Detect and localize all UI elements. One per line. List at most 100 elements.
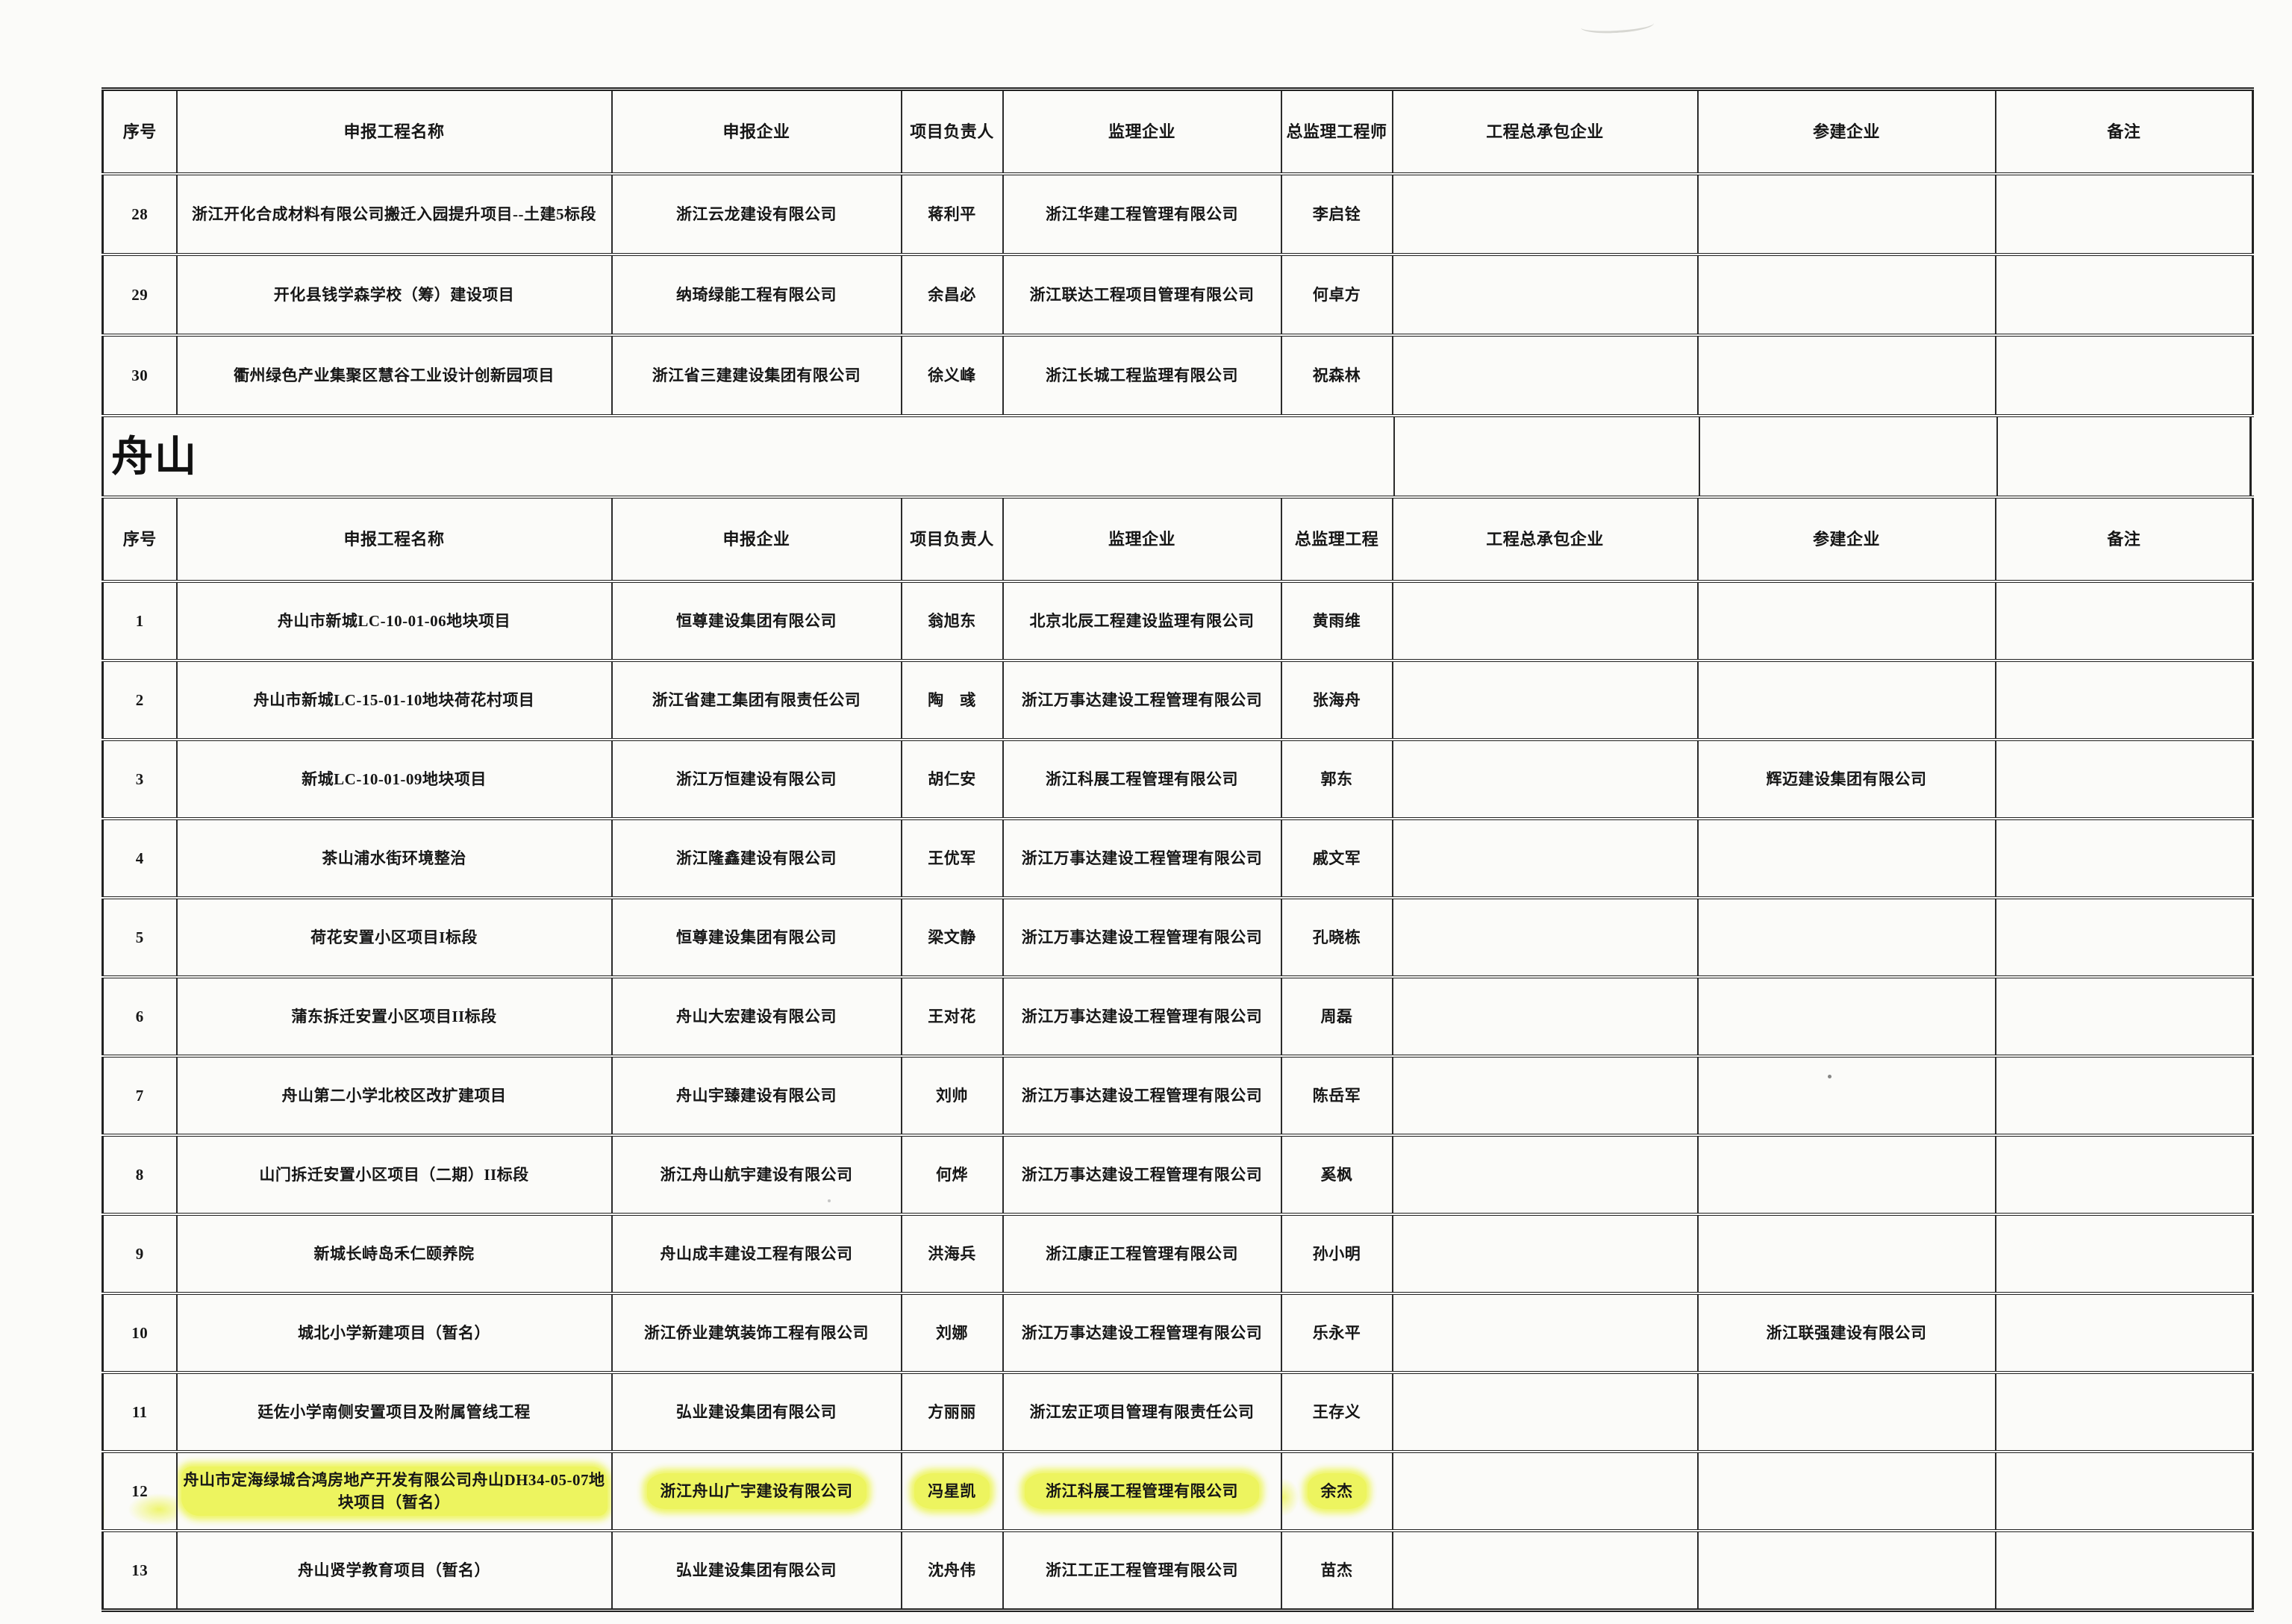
cell-value: 蒲东拆迁安置小区项目II标段 (291, 1007, 497, 1025)
cell-value: 浙江云龙建设有限公司 (676, 204, 837, 223)
cell-value: 浙江舟山广宇建设有限公司 (646, 1472, 866, 1510)
cell-value: 浙江万事达建设工程管理有限公司 (1021, 928, 1263, 946)
cell-value: 浙江华建工程管理有限公司 (1046, 204, 1238, 223)
cell-value: 恒尊建设集团有限公司 (676, 928, 837, 946)
cell-value: 浙江省三建建设集团有限公司 (652, 366, 861, 384)
cell-remark (1995, 254, 2253, 337)
cell-applicant: 浙江省建工集团有限责任公司 (611, 660, 902, 741)
cell-value: 浙江舟山航宇建设有限公司 (660, 1165, 853, 1184)
cell-manager: 刘帅 (901, 1056, 1004, 1137)
cell-value: 祝森林 (1312, 366, 1361, 384)
cell-value: 沈舟伟 (928, 1561, 976, 1579)
cell-chief: 李启铨 (1281, 174, 1393, 256)
cell-value: 浙江联达工程项目管理有限公司 (1029, 285, 1255, 304)
table-row: 29 开化县钱学森学校（筹）建设项目 纳琦绿能工程有限公司 余昌必 浙江联达工程项目管理… (102, 254, 2253, 337)
table-row: 8 山门拆迁安置小区项目（二期）II标段 浙江舟山航宇建设有限公司 何烨 浙江万事达建设… (102, 1135, 2253, 1216)
cell-contractor (1392, 254, 1699, 337)
cell-supervisor: 浙江万事达建设工程管理有限公司 (1002, 1056, 1282, 1137)
cell-value: 洪海兵 (928, 1244, 976, 1263)
cell-manager: 冯星凯 (901, 1452, 1004, 1532)
cell-participants (1697, 254, 1996, 337)
cell-applicant: 恒尊建设集团有限公司 (611, 898, 902, 978)
cell-supervisor: 浙江康正工程管理有限公司 (1002, 1214, 1282, 1295)
cell-value: 29 (131, 285, 149, 304)
cell-value: 新城LC-10-01-09地块项目 (302, 769, 487, 788)
cell-participants (1697, 335, 1996, 417)
cell-value: 何烨 (936, 1165, 968, 1184)
header-serial-number: 序号 (102, 497, 178, 583)
cell-remark (1995, 335, 2253, 417)
cell-value: 王对花 (928, 1007, 976, 1025)
cell-remark (1995, 740, 2253, 820)
cell-supervisor: 浙江联达工程项目管理有限公司 (1002, 254, 1282, 337)
cell-value: 浙江长城工程监理有限公司 (1046, 366, 1238, 384)
cell-value: 荷花安置小区项目I标段 (310, 928, 478, 946)
cell-value: 奚枫 (1320, 1165, 1353, 1184)
cell-chief: 陈岳军 (1281, 1056, 1393, 1137)
cell-remark (1995, 898, 2253, 978)
cell-manager: 翁旭东 (901, 581, 1004, 662)
cell-contractor (1392, 819, 1699, 899)
table-row: 30 衢州绿色产业集聚区慧谷工业设计创新园项目 浙江省三建建设集团有限公司 徐义峰 浙江… (102, 335, 2253, 417)
cell-value: 13 (131, 1561, 149, 1579)
cell-value: 冯星凯 (914, 1472, 990, 1510)
cell-participants (1697, 819, 1996, 899)
cell-value: 浙江开化合成材料有限公司搬迁入园提升项目--土建5标段 (192, 204, 596, 223)
table-row: 11 廷佐小学南侧安置项目及附属管线工程 弘业建设集团有限公司 方丽丽 浙江宏正项目管理… (102, 1372, 2253, 1453)
cell-remark (1995, 581, 2253, 662)
cell-no: 5 (102, 898, 178, 978)
cell-value: 浙江省建工集团有限责任公司 (652, 690, 861, 709)
cell-value: 陈岳军 (1312, 1086, 1361, 1105)
cell-value: 王存义 (1312, 1402, 1361, 1421)
band-cell-contractor (1393, 417, 1700, 496)
cell-manager: 陶 彧 (901, 660, 1004, 741)
table-row: 13 舟山贤学教育项目（暂名） 弘业建设集团有限公司 沈舟伟 浙江工正工程管理有限公司 苗… (102, 1531, 2253, 1612)
cell-value: 7 (135, 1086, 144, 1105)
cell-value: 浙江侨业建筑装饰工程有限公司 (644, 1323, 869, 1342)
cell-supervisor: 浙江华建工程管理有限公司 (1002, 174, 1282, 256)
cell-project: 开化县钱学森学校（筹）建设项目 (176, 254, 613, 337)
header-project-name: 申报工程名称 (176, 89, 613, 175)
cell-value: 浙江科展工程管理有限公司 (1046, 769, 1238, 788)
cell-supervisor: 浙江万事达建设工程管理有限公司 (1002, 977, 1282, 1058)
cell-project: 舟山贤学教育项目（暂名） (176, 1531, 613, 1612)
cell-value: 浙江宏正项目管理有限责任公司 (1029, 1402, 1255, 1421)
cell-value: 蒋利平 (928, 204, 976, 223)
cell-applicant: 弘业建设集团有限公司 (611, 1531, 902, 1612)
cell-remark (1995, 1293, 2253, 1374)
cell-value: 孔晓栋 (1312, 928, 1361, 946)
cell-chief: 张海舟 (1281, 660, 1393, 741)
cell-supervisor: 浙江工正工程管理有限公司 (1002, 1531, 1282, 1612)
cell-project: 荷花安置小区项目I标段 (176, 898, 613, 978)
cell-project: 浙江开化合成材料有限公司搬迁入园提升项目--土建5标段 (176, 174, 613, 256)
cell-chief: 王存义 (1281, 1372, 1393, 1453)
cell-contractor (1392, 660, 1699, 741)
cell-contractor (1392, 1452, 1699, 1532)
header-participating-company: 参建企业 (1697, 497, 1996, 583)
cell-project: 茶山浦水街环境整治 (176, 819, 613, 899)
cell-manager: 余昌必 (901, 254, 1004, 337)
cell-value: 浙江万事达建设工程管理有限公司 (1021, 849, 1263, 867)
cell-chief: 孙小明 (1281, 1214, 1393, 1295)
cell-chief: 余杰 (1281, 1452, 1393, 1532)
cell-contractor (1392, 174, 1699, 256)
cell-no: 8 (102, 1135, 178, 1216)
scan-artifact-squiggle (1580, 16, 1655, 35)
cell-value: 3 (135, 769, 144, 788)
cell-contractor (1392, 1135, 1699, 1216)
cell-value: 浙江万恒建设有限公司 (676, 769, 837, 788)
cell-value: 刘娜 (936, 1323, 968, 1342)
table-row: 4 茶山浦水街环境整治 浙江隆鑫建设有限公司 王优军 浙江万事达建设工程管理有限公司 戚文… (102, 819, 2253, 899)
cell-supervisor: 浙江万事达建设工程管理有限公司 (1002, 1135, 1282, 1216)
cell-contractor (1392, 1531, 1699, 1612)
cell-value: 周磊 (1320, 1007, 1353, 1025)
cell-remark (1995, 1214, 2253, 1295)
cell-no: 9 (102, 1214, 178, 1295)
cell-participants (1697, 660, 1996, 741)
cell-no: 13 (102, 1531, 178, 1612)
cell-value: 山门拆迁安置小区项目（二期）II标段 (259, 1165, 529, 1184)
cell-remark (1995, 1372, 2253, 1453)
header-chief-supervision-engineer: 总监理工程师 (1281, 89, 1393, 175)
cell-contractor (1392, 977, 1699, 1058)
cell-value: 浙江万事达建设工程管理有限公司 (1021, 690, 1263, 709)
